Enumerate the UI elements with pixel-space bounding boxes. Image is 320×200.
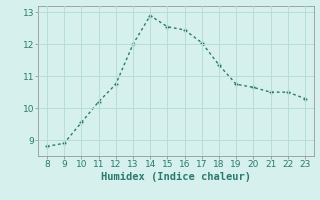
X-axis label: Humidex (Indice chaleur): Humidex (Indice chaleur) [101,172,251,182]
